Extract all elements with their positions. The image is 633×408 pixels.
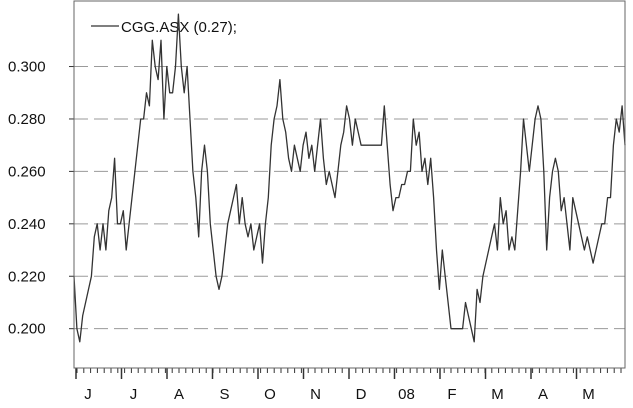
x-tick-label: J — [130, 386, 138, 403]
x-tick-label: D — [356, 386, 367, 403]
y-axis-ticks: 0.200 0.220 0.240 0.260 0.280 0.300 — [8, 59, 74, 338]
x-tick-label: N — [310, 386, 321, 403]
y-tick-label: 0.280 — [8, 111, 46, 128]
grid-lines — [74, 66, 625, 330]
x-tick-label: F — [447, 386, 456, 403]
x-axis: J J A S O N D 08 F M A M — [75, 368, 622, 403]
x-tick-label: A — [174, 386, 184, 403]
x-tick-label: S — [219, 386, 229, 403]
series-line-cgg-asx — [73, 13, 626, 343]
x-tick-label: A — [538, 386, 548, 403]
x-tick-label: J — [84, 386, 92, 403]
y-tick-label: 0.260 — [8, 163, 46, 180]
y-tick-label: 0.240 — [8, 216, 46, 233]
x-tick-label: M — [491, 386, 504, 403]
y-tick-label: 0.220 — [8, 268, 46, 285]
x-tick-label: M — [582, 386, 595, 403]
y-tick-label: 0.200 — [8, 321, 46, 338]
y-tick-label: 0.300 — [8, 59, 46, 76]
x-tick-label: O — [264, 386, 276, 403]
plot-frame — [73, 0, 626, 369]
x-tick-label: 08 — [398, 386, 415, 403]
